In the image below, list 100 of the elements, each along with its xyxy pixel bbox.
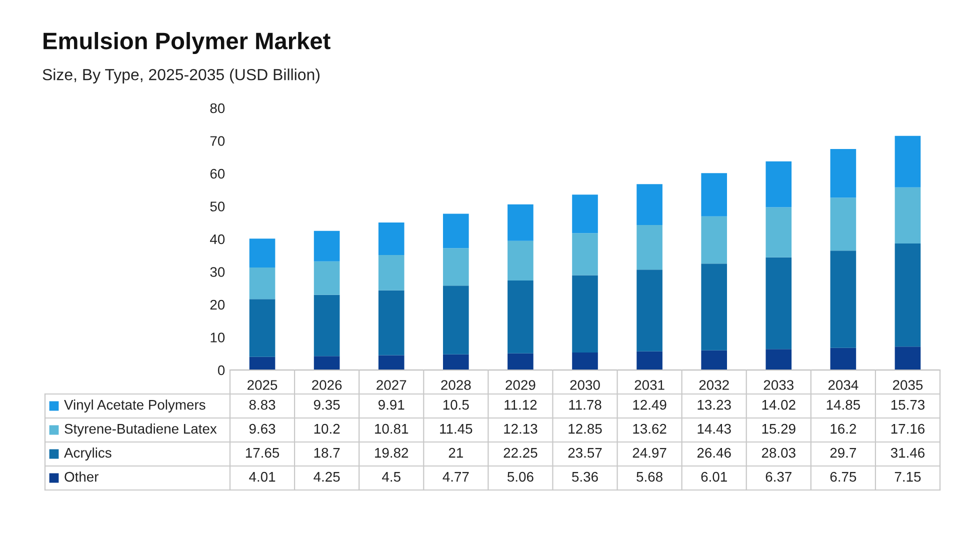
data-label: 11.45 <box>440 424 472 434</box>
bar <box>508 240 534 281</box>
y-tick-label: 20 <box>210 300 225 310</box>
bar <box>314 261 340 295</box>
data-label: 26.46 <box>697 448 731 458</box>
data-label: 13.23 <box>698 400 731 410</box>
legend-label: Acrylics <box>64 448 112 460</box>
data-label: 6.37 <box>766 472 792 482</box>
bar <box>249 238 276 268</box>
bar <box>894 346 921 370</box>
bar <box>508 204 534 241</box>
data-label: 9.91 <box>378 400 404 410</box>
data-label: 17.65 <box>246 448 280 458</box>
bar <box>894 187 921 244</box>
data-label: 23.57 <box>568 448 602 458</box>
bar <box>701 264 727 350</box>
bar <box>636 225 662 270</box>
bar <box>572 233 598 276</box>
data-label: 10.2 <box>314 424 340 434</box>
data-label: 4.77 <box>442 472 469 482</box>
bar <box>830 198 856 251</box>
chart-subtitle: Size, By Type, 2025-2035 (USD Billion) <box>42 68 320 84</box>
bar <box>314 356 340 370</box>
x-tick-label: 2030 <box>570 380 600 390</box>
bar <box>378 254 404 290</box>
legend-label: Styrene-Butadiene Latex <box>64 424 217 436</box>
bar <box>249 299 276 357</box>
data-label: 12.49 <box>633 400 666 410</box>
bar <box>443 286 469 354</box>
bar <box>443 214 469 248</box>
bar <box>766 349 792 370</box>
bar <box>830 148 856 198</box>
legend-label: Vinyl Acetate Polymers <box>64 400 206 412</box>
data-label: 8.83 <box>249 400 276 410</box>
data-label: 6.01 <box>701 472 727 482</box>
data-label: 11.12 <box>504 400 537 410</box>
data-label: 5.06 <box>507 472 534 482</box>
y-tick-label: 60 <box>210 168 225 179</box>
x-tick-label: 2035 <box>892 380 923 390</box>
bar <box>508 353 534 370</box>
data-label: 12.85 <box>568 424 602 434</box>
bar <box>766 257 792 350</box>
data-label: 10.81 <box>375 424 408 434</box>
bar <box>701 173 727 216</box>
data-label: 4.01 <box>249 472 276 482</box>
bar <box>314 230 340 262</box>
data-label: 15.73 <box>891 400 924 410</box>
data-label: 9.63 <box>249 424 276 434</box>
bar <box>314 294 340 356</box>
data-label: 28.03 <box>762 448 796 458</box>
x-tick-label: 2026 <box>312 380 342 390</box>
bar <box>443 248 469 286</box>
bar <box>572 352 598 370</box>
data-label: 13.62 <box>633 424 666 434</box>
chart-title: Emulsion Polymer Market <box>44 32 330 54</box>
data-label: 17.16 <box>891 424 924 434</box>
bar <box>830 250 856 348</box>
bar <box>249 356 276 370</box>
bar <box>572 194 598 234</box>
data-label: 6.75 <box>830 472 856 482</box>
bar <box>508 280 534 354</box>
data-label: 14.85 <box>826 400 860 410</box>
bar <box>378 222 404 255</box>
y-tick-label: 70 <box>210 136 225 146</box>
bar <box>378 355 404 370</box>
bar <box>830 348 856 370</box>
data-label: 5.36 <box>572 472 598 482</box>
data-label: 4.25 <box>314 472 340 482</box>
x-tick-label: 2034 <box>828 380 858 390</box>
x-tick-label: 2032 <box>699 380 729 390</box>
data-label: 10.5 <box>443 400 469 410</box>
bar <box>443 354 469 370</box>
bar <box>572 275 598 352</box>
x-tick-label: 2029 <box>506 380 536 390</box>
data-label: 24.97 <box>632 448 666 458</box>
x-tick-label: 2033 <box>764 380 794 390</box>
data-label: 22.25 <box>504 448 538 458</box>
data-label: 9.35 <box>314 400 340 410</box>
data-label: 29.7 <box>830 448 856 458</box>
data-label: 15.29 <box>762 424 796 434</box>
data-label: 16.2 <box>830 424 856 434</box>
y-tick-label: 50 <box>210 202 225 212</box>
data-label: 4.5 <box>382 472 400 482</box>
y-tick-label: 80 <box>210 103 225 114</box>
bar <box>249 268 276 300</box>
y-tick-label: 10 <box>210 332 225 342</box>
data-label: 11.78 <box>569 400 602 410</box>
bar <box>636 184 662 226</box>
y-tick-label: 30 <box>210 267 225 277</box>
bar <box>766 161 792 208</box>
x-tick-label: 2025 <box>248 380 278 390</box>
x-tick-label: 2031 <box>634 380 664 390</box>
data-label: 7.15 <box>894 472 921 482</box>
y-tick-label: 40 <box>210 234 225 244</box>
data-label: 21 <box>448 448 463 458</box>
bar <box>894 244 921 347</box>
bar <box>378 290 404 356</box>
bar <box>894 136 921 188</box>
bar <box>701 216 727 264</box>
data-label: 14.02 <box>762 400 796 410</box>
